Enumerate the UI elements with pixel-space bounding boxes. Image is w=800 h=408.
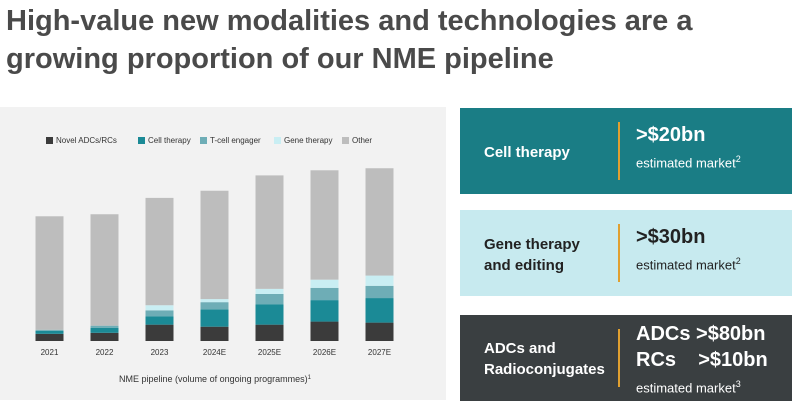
bar-segment [145,305,174,311]
legend-swatch [138,137,145,144]
info-panel: Cell therapy >$20bn estimated market2 [460,108,792,194]
bar-segment [200,190,229,300]
x-tick-label: 2027E [368,348,391,357]
x-tick-label: 2026E [313,348,336,357]
x-tick-label: 2021 [41,348,59,357]
bar-segment [365,298,394,323]
panel-note-sup: 2 [735,154,741,164]
x-tick-label: 2022 [96,348,114,357]
bar-segment [200,326,229,341]
panel-divider [618,329,620,387]
info-panel: ADCs and Radioconjugates ADCs >$80bn RCs >… [460,315,792,401]
panel-figures: ADCs >$80bn RCs >$10bn estimated market3 [636,321,768,399]
legend-swatch [46,137,53,144]
bar-segment [310,279,339,288]
bar-segment [255,293,284,305]
slide-title: High-value new modalities and technologi… [6,5,693,75]
market-size: >$30bn [636,226,706,248]
legend-swatch [200,137,207,144]
bar-segment [365,275,394,286]
bar-segment [35,329,64,331]
bar-segment [255,324,284,341]
legend-swatch [342,137,349,144]
bar-segment [90,332,119,341]
bar-segment [90,327,119,333]
panel-divider [618,122,620,180]
legend-label: Novel ADCs/RCs [56,136,117,145]
bar-segment [365,285,394,299]
x-axis-label: NME pipeline (volume of ongoing programm… [119,374,312,384]
panel-note: estimated market3 [636,373,768,399]
panel-note-text: estimated market [636,155,736,171]
panel-note: estimated market2 [636,250,741,276]
panel-note-sup: 3 [735,379,741,389]
bar-segment [255,304,284,325]
bar-segment [145,197,174,306]
bar-segment [310,170,339,280]
bar-segment [310,287,339,301]
legend-label: Other [352,136,372,145]
bar-segment [200,302,229,310]
x-tick-label: 2024E [203,348,226,357]
panel-note-text: estimated market [636,380,736,396]
bar-segment [145,316,174,325]
bar-segment [365,322,394,341]
market-size: ADCs >$80bn [636,323,766,345]
panel-note: estimated market2 [636,148,741,174]
panel-note-sup: 2 [735,256,741,266]
bar-segment [35,333,64,341]
panel-divider [618,224,620,282]
panel-label: Cell therapy [484,144,570,161]
x-axis-label-sup: 1 [308,375,312,381]
bar-segment [145,310,174,317]
legend-label: Cell therapy [148,136,191,145]
panel-figures: >$20bn estimated market2 [636,122,741,174]
x-tick-label: 2025E [258,348,281,357]
legend-label: Gene therapy [284,136,332,145]
panel-note-text: estimated market [636,257,736,273]
bar-segment [310,321,339,341]
bar-segment [310,300,339,322]
chart: Novel ADCs/RCs Cell therapy T-cell engager… [0,107,446,400]
market-size: RCs >$10bn [636,349,768,371]
panel-label: ADCs and Radioconjugates [484,340,605,378]
market-size: >$20bn [636,124,706,146]
bar-segment [35,330,64,334]
bar-segment [35,216,64,330]
bar-segment [255,288,284,294]
bar-segment [90,325,119,328]
x-tick-label: 2023 [151,348,169,357]
legend-label: T-cell engager [210,136,261,145]
x-axis-label-text: NME pipeline (volume of ongoing programm… [119,374,308,384]
panel-label: Gene therapy and editing [484,236,580,274]
bar-segment [255,175,284,289]
bar-segment [90,214,119,326]
panel-figures: >$30bn estimated market2 [636,224,741,276]
bar-segment [200,309,229,327]
bar-segment [365,168,394,276]
legend-swatch [274,137,281,144]
info-panel: Gene therapy and editing >$30bn estimated … [460,210,792,296]
bar-segment [145,324,174,341]
bar-segment [200,299,229,303]
